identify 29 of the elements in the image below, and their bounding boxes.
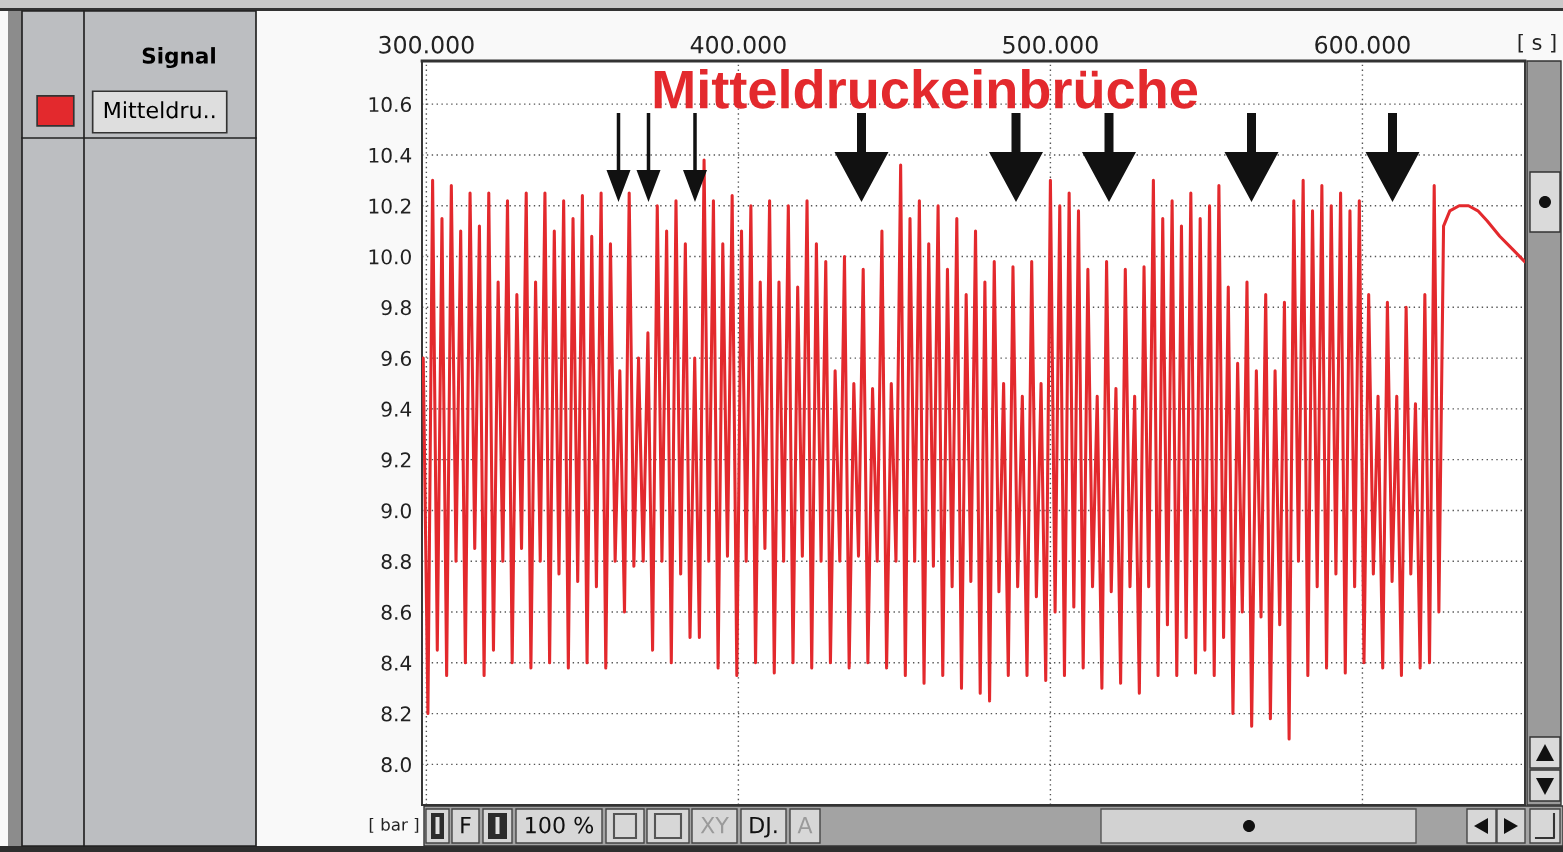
x-tick-label: 300.000 [379,35,474,54]
y-tick-label: 8.8 [381,553,411,570]
y-tick-label: 8.0 [381,757,411,773]
text: 100 % [526,816,594,834]
y-tick-label: 8.6 [381,604,412,620]
y-axis-title: [ bar ] [369,817,419,833]
y-tick-label: 8.4 [381,655,412,671]
y-tick-label: 10.4 [369,147,412,163]
text: DJ. [750,816,777,838]
text: A [797,816,813,834]
y-tick-label: 9.4 [381,401,412,417]
y-tick-label: 9.2 [381,452,411,468]
y-tick-label: 9.0 [381,503,411,519]
x-tick-label: 500.000 [1003,35,1098,54]
text: XY [700,816,729,834]
x-axis-title: [ s ] [1518,33,1556,53]
y-tick-label: 9.6 [381,350,412,367]
x-tick-label: 400.000 [690,35,786,54]
text: F [461,816,471,834]
y-tick-label: 9.8 [381,300,411,316]
line-series [422,158,1525,741]
legend-label: Mitteldru.. [104,101,215,119]
legend-title: Signal [142,47,215,69]
y-tick-label: 8.2 [381,706,411,722]
x-tick-label: 600.000 [1315,35,1410,54]
y-tick-label: 10.2 [369,198,411,214]
y-tick-label: 10.6 [369,96,412,113]
chart-title: Mitteldruckeinbrüche [654,69,1198,109]
y-tick-label: 10.0 [369,249,411,265]
